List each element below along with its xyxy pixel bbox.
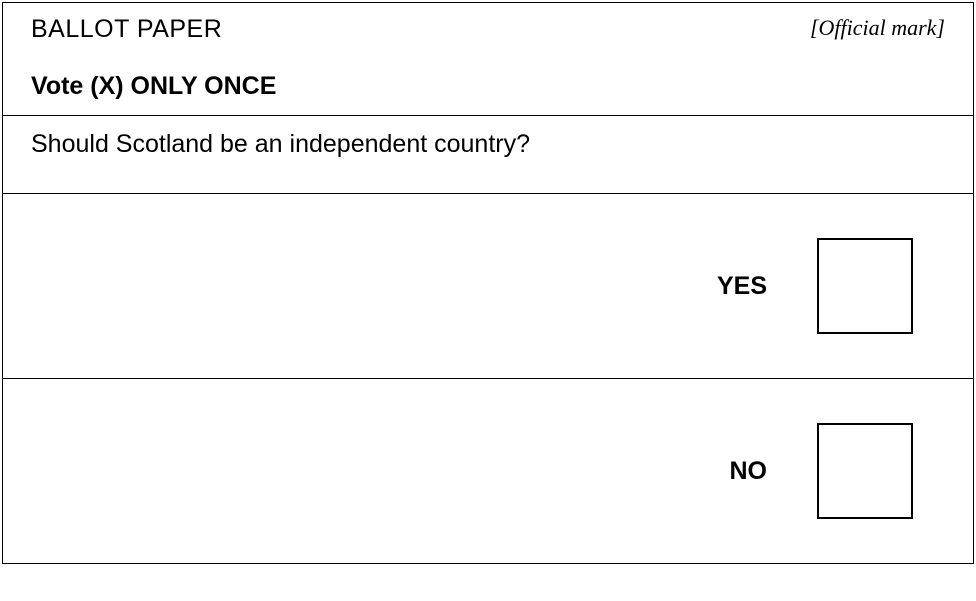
- choice-row-no: NO: [3, 379, 973, 563]
- checkbox-yes[interactable]: [817, 238, 913, 334]
- question-text: Should Scotland be an independent countr…: [31, 130, 945, 159]
- vote-instruction: Vote (X) ONLY ONCE: [31, 72, 945, 101]
- choice-label-yes: YES: [717, 272, 767, 301]
- header-top-row: BALLOT PAPER [Official mark]: [31, 15, 945, 44]
- ballot-header: BALLOT PAPER [Official mark] Vote (X) ON…: [3, 3, 973, 116]
- ballot-paper: BALLOT PAPER [Official mark] Vote (X) ON…: [2, 2, 974, 564]
- choice-label-no: NO: [730, 457, 768, 486]
- official-mark: [Official mark]: [810, 15, 945, 41]
- ballot-title: BALLOT PAPER: [31, 15, 222, 44]
- question-section: Should Scotland be an independent countr…: [3, 116, 973, 194]
- choice-row-yes: YES: [3, 194, 973, 379]
- checkbox-no[interactable]: [817, 423, 913, 519]
